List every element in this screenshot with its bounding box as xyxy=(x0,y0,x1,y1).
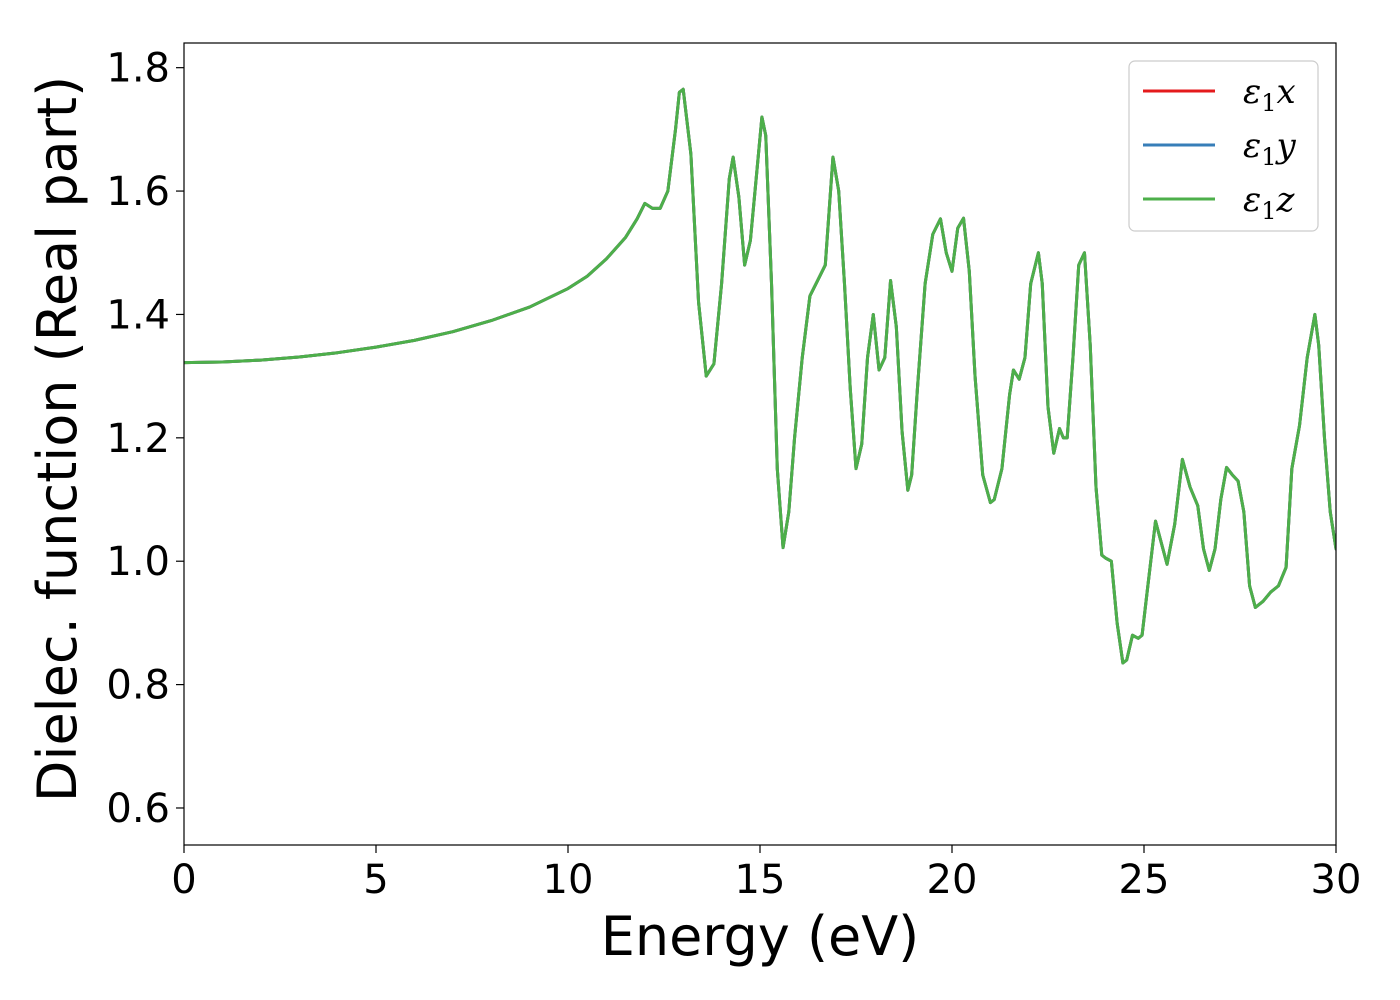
legend-label: ε1z xyxy=(1243,180,1296,225)
legend-box xyxy=(1128,60,1319,232)
x-axis-title: Energy (eV) xyxy=(601,905,920,968)
y-axis: 0.6 0.8 1.0 1.2 1.4 1.6 1.8 xyxy=(106,46,184,832)
y-tick-label: 0.8 xyxy=(106,663,170,709)
y-tick-label: 1.4 xyxy=(106,292,170,338)
y-tick-label: 1.2 xyxy=(106,416,170,462)
x-tick-label: 5 xyxy=(363,857,388,903)
y-tick-label: 0.6 xyxy=(106,786,170,832)
y-tick-label: 1.6 xyxy=(106,169,170,215)
x-tick-label: 20 xyxy=(927,857,978,903)
legend-label: ε1x xyxy=(1243,72,1296,117)
y-tick-label: 1.8 xyxy=(106,46,170,92)
series-line-3 xyxy=(184,87,1336,665)
x-axis: 0 5 10 15 20 25 30 xyxy=(171,845,1361,903)
y-axis-title: Dielec. function (Real part) xyxy=(26,76,89,802)
legend-label: ε1y xyxy=(1243,126,1297,171)
y-tick-label: 1.0 xyxy=(106,539,170,585)
x-tick-label: 10 xyxy=(543,857,594,903)
legend: ε1x ε1y ε1z xyxy=(1128,60,1319,232)
x-tick-label: 30 xyxy=(1311,857,1362,903)
x-tick-label: 15 xyxy=(735,857,786,903)
x-tick-label: 25 xyxy=(1119,857,1170,903)
series-layer xyxy=(184,87,1336,665)
x-tick-label: 0 xyxy=(171,857,196,903)
